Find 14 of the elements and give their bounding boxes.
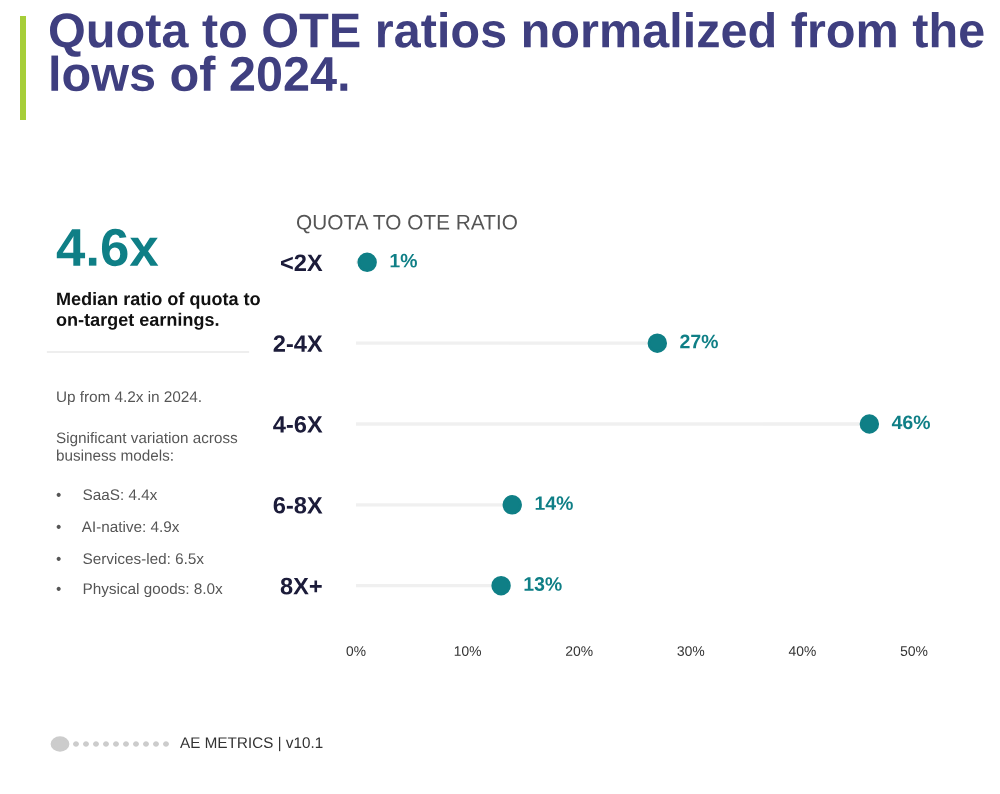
y-tick-label: 6-8X (273, 496, 323, 514)
chart-subtitle: QUOTA TO OTE RATIO (296, 214, 517, 234)
text: Median ratio of quota to on-target earnings. (56, 292, 260, 330)
text: 4.6x (56, 228, 159, 267)
data-label: 1% (390, 253, 417, 268)
data-label: 27% (680, 334, 718, 349)
data-label: 14% (535, 496, 573, 511)
y-tick-label: <2X (280, 254, 323, 271)
y-tick-label: 2-4X (273, 335, 323, 352)
data-label: 13% (524, 577, 562, 591)
y-tick-label: 8X+ (280, 577, 322, 595)
y-tick-label: 4-6X (273, 416, 323, 433)
data-label: 46% (891, 415, 930, 430)
chart-title: Quota to OTE ratios normalized from the lows of 2024. (50, 12, 984, 92)
